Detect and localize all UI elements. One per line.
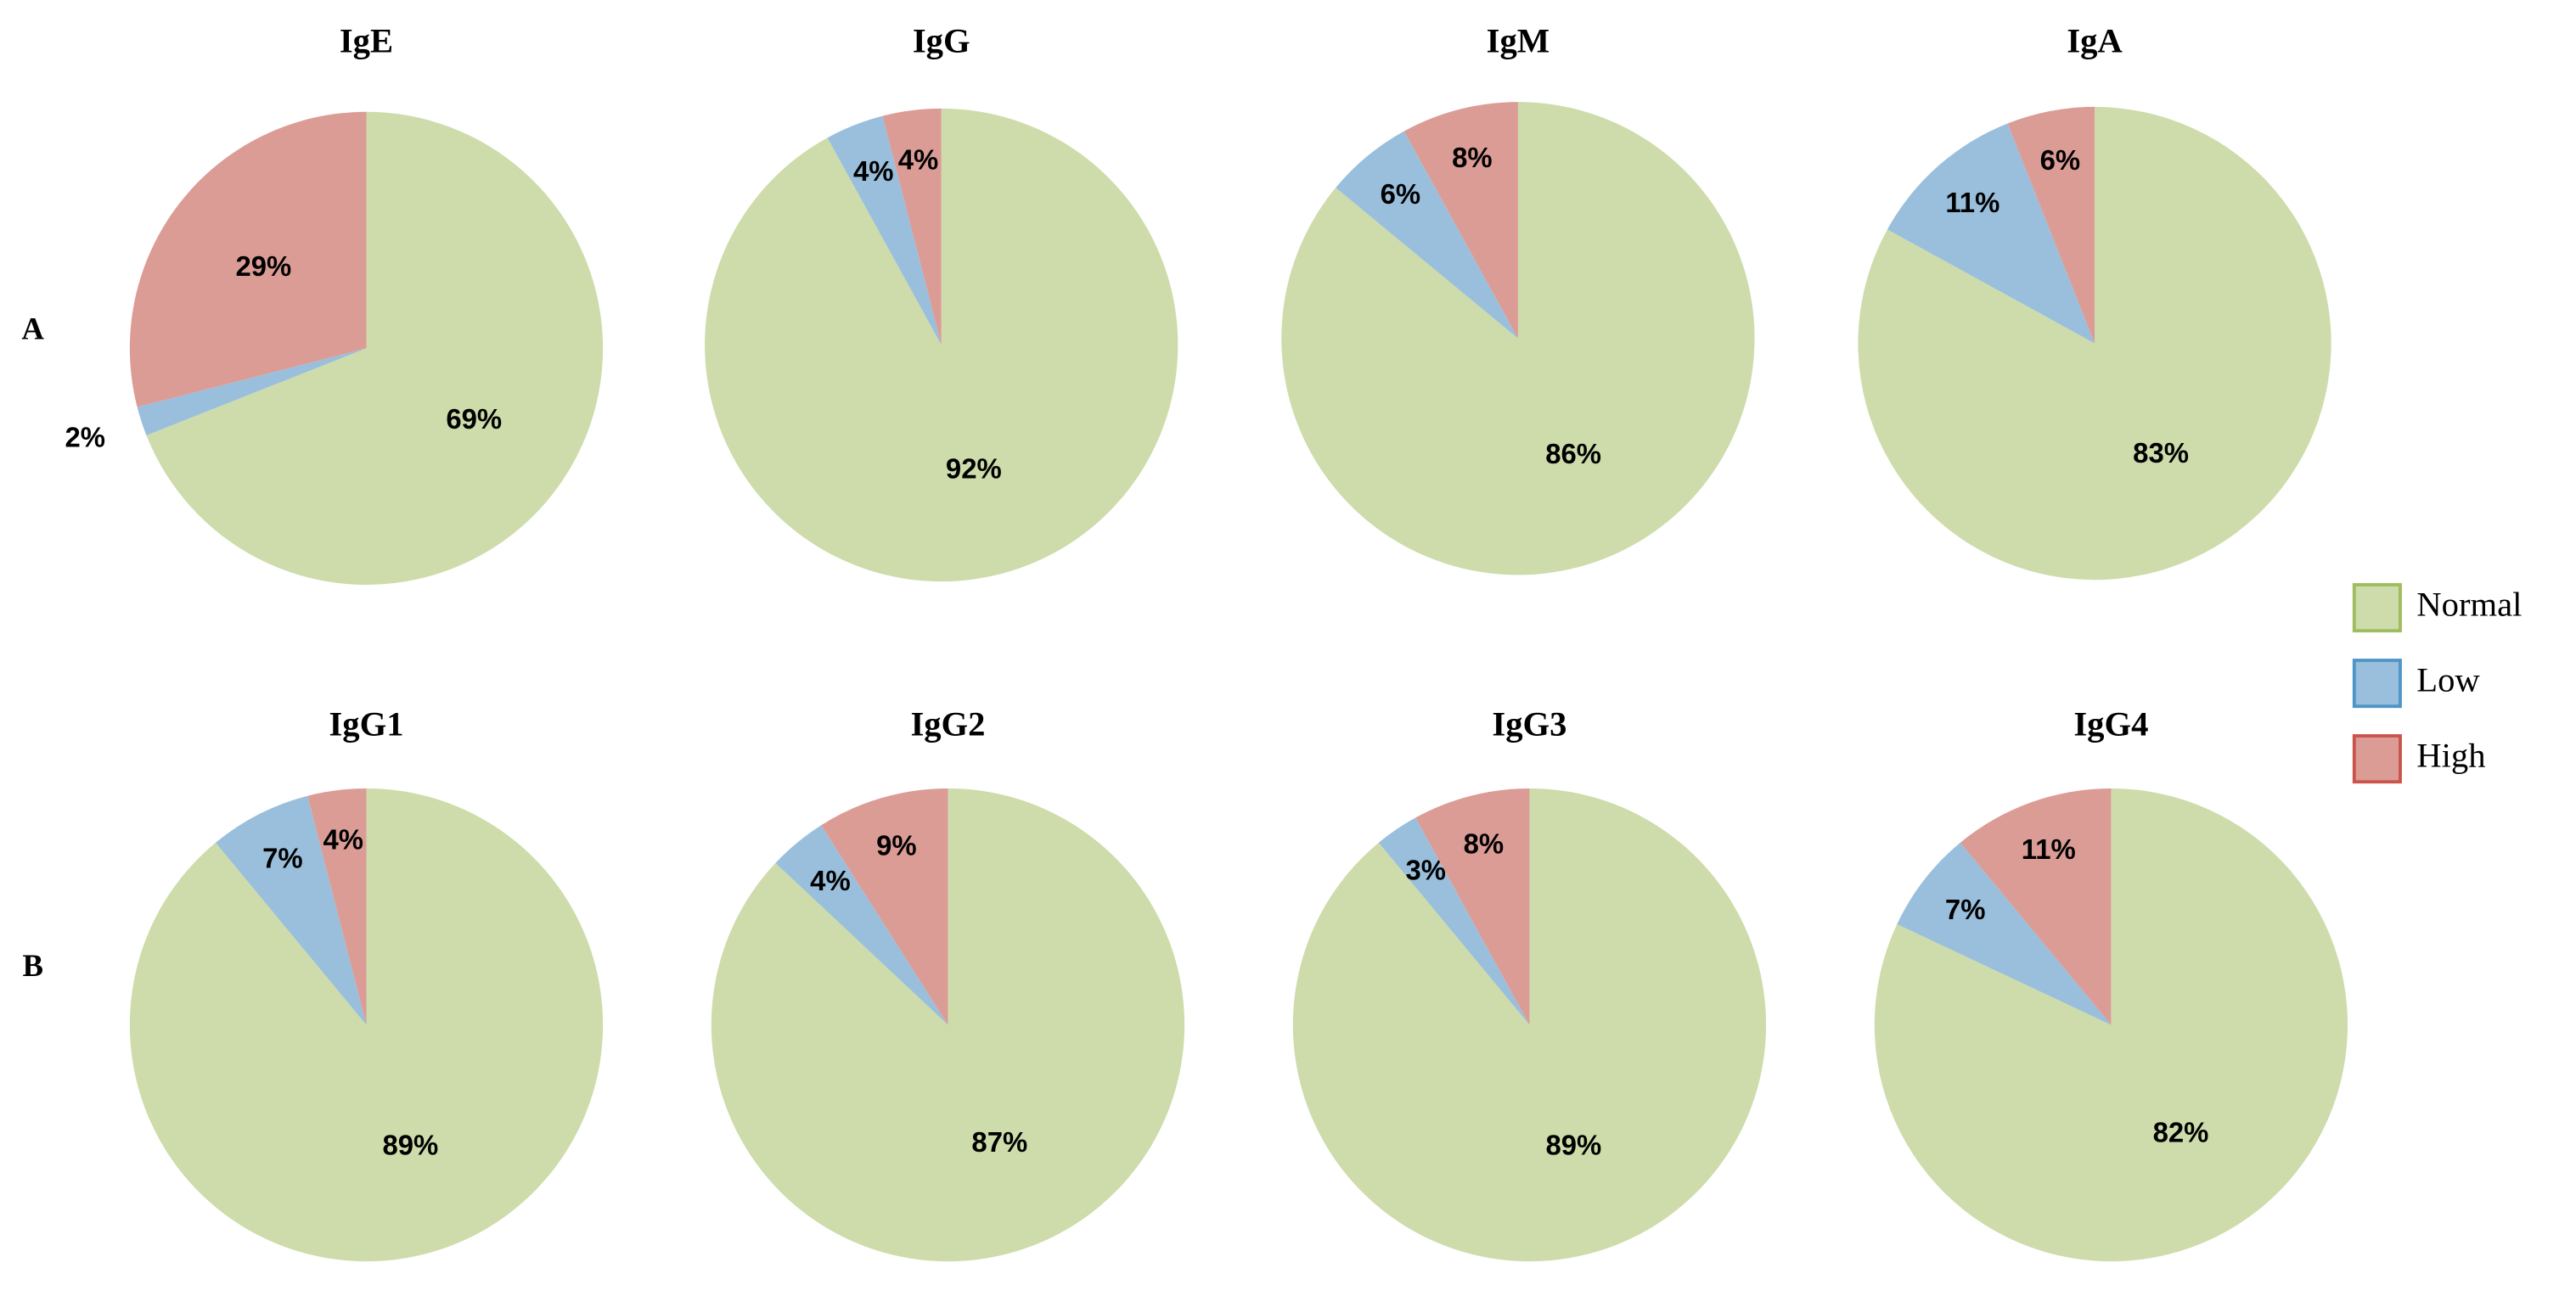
data-label: 8% [1452,142,1493,173]
pie-title: IgE [340,22,393,60]
pie-title: IgG2 [910,705,985,743]
pie-slice [1403,102,1518,339]
pie-title: IgM [1487,22,1550,60]
legend-label: Low [2416,660,2480,698]
pie-slice [129,788,604,1262]
pie-slice [1874,788,2348,1262]
row-label: B [22,948,43,983]
pie-slice [827,115,942,345]
data-label: 6% [1381,178,1421,210]
data-label: 4% [810,865,851,896]
data-label: 7% [262,843,303,874]
pie-title: IgG [913,22,970,60]
pie-slice [137,348,367,435]
data-label: 4% [898,144,939,176]
data-label: 92% [946,453,1002,485]
pie-slice [1292,788,1767,1262]
data-label: 89% [1545,1129,1601,1160]
pie-slice [2007,106,2095,344]
pie-slice [1415,788,1530,1025]
pie-slice [1897,842,2112,1025]
pie-slice [1281,102,1755,575]
pie-title: IgG4 [2073,705,2148,743]
data-label: 83% [2133,437,2189,468]
legend-swatch [2352,659,2402,709]
data-label: 86% [1545,438,1601,469]
legend-label: Normal [2416,585,2522,623]
data-label: 4% [853,155,894,187]
data-label: 11% [2022,833,2076,865]
data-label: 69% [446,403,502,435]
pie-title: IgA [2067,22,2123,60]
data-label: 82% [2153,1117,2209,1148]
data-label: 2% [65,422,105,453]
legend-swatch [2352,734,2402,784]
data-label: 6% [2040,144,2081,176]
pie-slice [1960,788,2112,1025]
pie-slice [882,108,942,345]
pie-slice [307,788,367,1025]
pie-slice [1887,123,2095,344]
data-label: 4% [323,824,363,856]
data-label: 9% [876,830,917,861]
legend-label: High [2416,736,2485,774]
pie-title: IgG1 [329,705,403,743]
pie-slice [215,795,367,1025]
pie-slice [821,788,948,1025]
pie-slice [129,111,367,407]
pie-slice [146,111,604,586]
legend-swatch [2352,583,2402,633]
data-label: 87% [971,1126,1027,1158]
pie-slice [711,788,1185,1262]
pie-slice [1378,817,1530,1025]
data-label: 8% [1464,828,1505,860]
data-label: 7% [1945,894,1986,925]
pie-slice [775,825,948,1025]
pie-slice [1336,131,1518,339]
data-label: 89% [382,1129,438,1160]
row-label: A [21,311,44,345]
data-label: 11% [1945,187,1999,218]
pie-title: IgG3 [1492,705,1566,743]
data-label: 29% [235,250,291,282]
